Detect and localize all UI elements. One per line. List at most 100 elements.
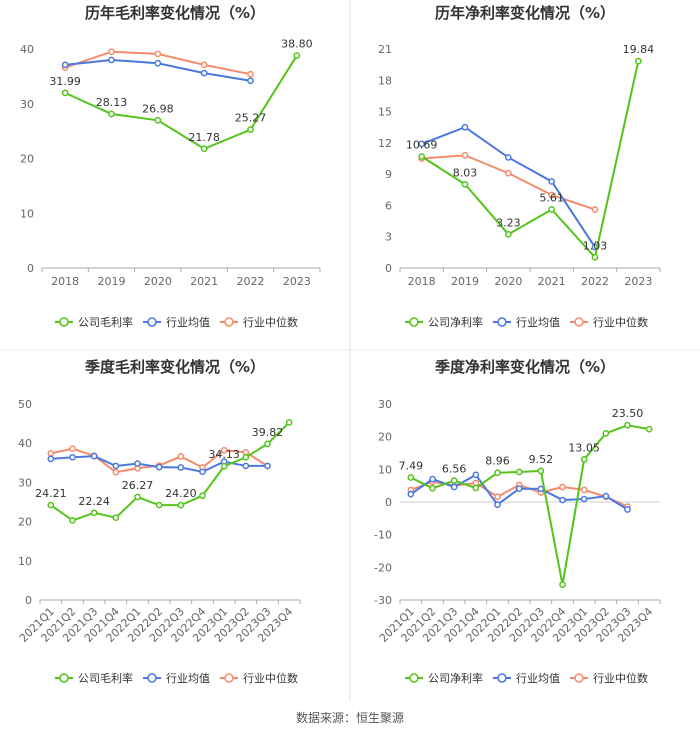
- series-line-company: [421, 60, 640, 260]
- y-tick-label: 10: [18, 555, 32, 568]
- data-point-company: [200, 145, 208, 153]
- legend-marker-icon: [497, 317, 507, 327]
- data-label: 6.56: [442, 463, 467, 476]
- data-point-avg: [90, 452, 98, 460]
- x-tick-label: 2022: [581, 275, 609, 288]
- legend-item-avg[interactable]: 行业均值: [493, 316, 560, 329]
- data-point-median: [200, 61, 208, 69]
- data-point-avg: [61, 61, 69, 69]
- data-point-avg: [69, 453, 76, 461]
- data-label: 7.49: [399, 460, 424, 473]
- legend-marker-icon: [574, 317, 584, 327]
- data-point-company: [220, 462, 228, 470]
- data-point-median: [69, 445, 76, 453]
- legend-label: 行业均值: [166, 316, 210, 329]
- data-point-avg: [242, 462, 250, 470]
- data-point-median: [494, 493, 501, 501]
- data-point-company: [134, 493, 141, 501]
- y-tick-label: 3: [385, 231, 392, 244]
- legend-label: 行业均值: [516, 672, 560, 685]
- data-point-avg: [134, 460, 141, 467]
- data-label: 31.99: [49, 75, 81, 88]
- y-tick-label: -30: [374, 594, 392, 607]
- legend-item-company[interactable]: 公司毛利率: [55, 315, 133, 329]
- series-line-company: [64, 55, 298, 150]
- data-point-avg: [450, 483, 458, 491]
- legend-label: 行业中位数: [593, 315, 648, 329]
- data-label: 10.69: [406, 139, 438, 152]
- data-point-avg: [515, 485, 523, 492]
- legend-item-median[interactable]: 行业中位数: [570, 315, 648, 329]
- data-point-company: [155, 501, 163, 509]
- data-point-company: [199, 492, 206, 500]
- data-point-avg: [108, 56, 115, 64]
- y-tick-label: 0: [27, 262, 34, 275]
- data-point-median: [112, 468, 120, 476]
- data-point-company: [61, 89, 69, 97]
- legend-label: 行业中位数: [243, 315, 298, 329]
- data-label: 26.98: [142, 102, 174, 115]
- x-tick-label: 2019: [451, 275, 479, 288]
- legend-item-median[interactable]: 行业中位数: [220, 671, 298, 685]
- legend-label: 行业均值: [166, 672, 210, 685]
- legend-label: 公司净利率: [428, 315, 483, 329]
- data-point-avg: [247, 77, 254, 85]
- legend-marker-icon: [497, 673, 507, 683]
- legend-item-company[interactable]: 公司净利率: [405, 671, 483, 685]
- chart-title: 历年净利率变化情况（%）: [435, 4, 615, 22]
- data-point-median: [548, 191, 556, 199]
- data-point-company: [494, 469, 501, 477]
- legend-item-company[interactable]: 公司毛利率: [55, 671, 133, 685]
- legend-marker-icon: [59, 673, 69, 683]
- legend-item-median[interactable]: 行业中位数: [220, 315, 298, 329]
- data-point-avg: [504, 154, 512, 161]
- data-point-avg: [624, 506, 631, 513]
- data-point-company: [515, 468, 523, 476]
- legend-item-avg[interactable]: 行业均值: [143, 316, 210, 329]
- y-tick-label: -10: [374, 529, 392, 542]
- data-point-company: [108, 110, 115, 118]
- chart-3: 季度毛利率变化情况（%）010203040502021Q12021Q22021Q…: [17, 358, 301, 685]
- legend-item-company[interactable]: 公司净利率: [405, 315, 483, 329]
- data-label: 5.61: [539, 191, 564, 204]
- legend-item-median[interactable]: 行业中位数: [570, 671, 648, 685]
- data-point-company: [591, 253, 599, 261]
- data-point-median: [220, 446, 228, 454]
- y-tick-label: 30: [18, 476, 32, 489]
- legend-marker-icon: [147, 673, 157, 683]
- data-label: 24.21: [35, 487, 67, 500]
- data-label: 38.80: [281, 38, 313, 51]
- y-tick-label: 21: [378, 43, 392, 56]
- data-label: 1.03: [583, 239, 608, 252]
- legend-item-avg[interactable]: 行业均值: [493, 672, 560, 685]
- data-point-company: [285, 419, 293, 426]
- legend-item-avg[interactable]: 行业均值: [143, 672, 210, 685]
- x-tick-label: 2023: [283, 275, 311, 288]
- x-tick-label: 2022: [237, 275, 265, 288]
- y-tick-label: 30: [20, 98, 34, 111]
- data-point-company: [47, 501, 55, 509]
- data-point-avg: [407, 490, 415, 498]
- y-tick-label: 40: [20, 43, 34, 56]
- data-point-median: [247, 70, 254, 78]
- data-point-company: [450, 477, 458, 484]
- data-point-company: [624, 421, 631, 429]
- legend-marker-icon: [574, 673, 584, 683]
- data-point-avg: [418, 140, 426, 148]
- data-point-avg: [200, 69, 208, 77]
- data-point-company: [429, 484, 436, 492]
- data-point-median: [47, 450, 55, 457]
- legend-marker-icon: [224, 317, 234, 327]
- y-tick-label: 18: [378, 74, 392, 87]
- data-point-company: [418, 153, 426, 160]
- data-point-company: [293, 52, 301, 59]
- y-tick-label: 20: [378, 431, 392, 444]
- legend-marker-icon: [147, 317, 157, 327]
- data-point-avg: [112, 462, 120, 470]
- data-point-company: [247, 126, 254, 133]
- data-point-company: [559, 581, 566, 588]
- legend-label: 公司毛利率: [78, 671, 133, 685]
- y-tick-label: 10: [20, 207, 34, 220]
